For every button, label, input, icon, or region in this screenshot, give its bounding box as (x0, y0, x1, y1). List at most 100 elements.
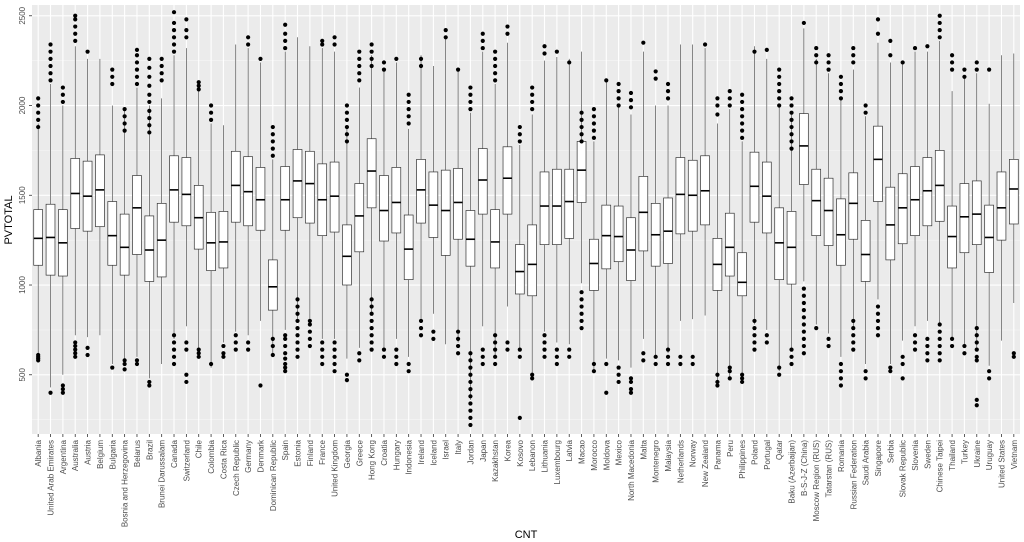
box-belgium (95, 58, 105, 336)
outlier-point (196, 354, 201, 359)
outlier-point (949, 53, 955, 58)
outlier-point (283, 351, 288, 356)
outlier-point (641, 351, 646, 356)
outlier-point (740, 128, 745, 133)
outlier-point (851, 347, 856, 352)
outlier-point (863, 110, 868, 115)
outlier-point (147, 99, 152, 105)
outlier-point (122, 358, 127, 363)
outlier-point (184, 347, 189, 352)
outlier-point (752, 49, 757, 54)
x-tick-label: Thailand (948, 440, 957, 471)
outlier-point (801, 343, 806, 349)
outlier-point (110, 365, 115, 370)
outlier-point (628, 387, 634, 392)
outlier-point (36, 124, 41, 130)
outlier-point (357, 49, 362, 54)
outlier-point (221, 343, 226, 349)
outlier-point (147, 379, 152, 385)
outlier-point (912, 45, 918, 51)
x-tick-label: Sweden (923, 440, 932, 469)
outlier-point (171, 35, 177, 40)
outlier-point (171, 49, 177, 54)
outlier-point (332, 354, 337, 359)
outlier-point (875, 17, 881, 22)
outlier-point (542, 347, 547, 352)
outlier-point (36, 117, 41, 122)
outlier-point (320, 340, 325, 345)
outlier-point (60, 387, 65, 392)
outlier-point (826, 67, 831, 72)
outlier-point (665, 96, 671, 101)
x-tick-label: Iceland (429, 440, 438, 466)
box-poland (749, 46, 760, 352)
box-iqr (95, 154, 105, 228)
x-tick-label: Philippines (738, 440, 747, 479)
outlier-point (171, 340, 177, 345)
box-bosnia-and-herzegovina (119, 107, 130, 372)
x-tick-label: Czech Republic (232, 440, 241, 496)
outlier-point (283, 361, 288, 367)
box-czech-republic (230, 44, 241, 352)
x-tick-label: North Macedonia (627, 439, 636, 500)
outlier-point (283, 333, 288, 338)
box-chile (193, 80, 204, 359)
outlier-point (369, 311, 374, 316)
outlier-point (233, 347, 238, 352)
outlier-point (591, 369, 597, 374)
outlier-point (715, 372, 720, 377)
outlier-point (665, 361, 671, 367)
x-tick-label: Luxembourg (553, 440, 562, 484)
outlier-point (344, 110, 350, 115)
outlier-point (480, 347, 485, 352)
box-slovenia (910, 45, 920, 352)
x-tick-label: Slovenia (911, 439, 920, 470)
outlier-point (134, 60, 140, 65)
box-iqr (169, 155, 179, 223)
outlier-point (85, 352, 90, 358)
outlier-point (369, 325, 374, 331)
x-tick-label: Australia (71, 439, 80, 471)
outlier-point (974, 325, 979, 331)
outlier-point (1011, 354, 1016, 359)
x-tick-label: Tatarstan (RUS) (825, 440, 834, 498)
box-iqr (811, 168, 822, 237)
outlier-point (888, 365, 893, 370)
outlier-point (381, 354, 387, 359)
outlier-point (73, 24, 78, 29)
outlier-point (641, 40, 646, 45)
outlier-point (221, 351, 226, 356)
box-iqr (774, 207, 784, 280)
box-luxembourg (552, 49, 562, 367)
box-canada (169, 10, 179, 367)
outlier-point (295, 297, 300, 302)
outlier-point (838, 81, 844, 87)
outlier-point (727, 96, 732, 101)
outlier-point (678, 361, 683, 367)
box-iqr (737, 252, 747, 297)
x-tick-label: Macao (578, 439, 587, 464)
outlier-point (740, 135, 745, 140)
box-iqr (255, 167, 266, 231)
outlier-point (530, 85, 535, 90)
outlier-point (406, 114, 411, 119)
outlier-point (270, 343, 275, 349)
box-iqr (724, 212, 735, 277)
x-tick-label: Germany (244, 440, 253, 473)
outlier-point (406, 361, 411, 367)
outlier-point (122, 121, 127, 126)
outlier-point (888, 38, 893, 43)
outlier-point (789, 110, 794, 115)
outlier-point (418, 333, 424, 338)
outlier-point (653, 354, 658, 359)
x-tick-label: Belgium (96, 440, 105, 469)
outlier-point (937, 28, 942, 33)
x-tick-label: Morocco (590, 439, 599, 470)
outlier-point (715, 379, 720, 385)
outlier-point (184, 35, 189, 40)
outlier-point (974, 333, 979, 338)
outlier-point (122, 361, 127, 367)
outlier-point (579, 290, 584, 295)
outlier-point (517, 132, 522, 137)
outlier-point (270, 132, 275, 137)
